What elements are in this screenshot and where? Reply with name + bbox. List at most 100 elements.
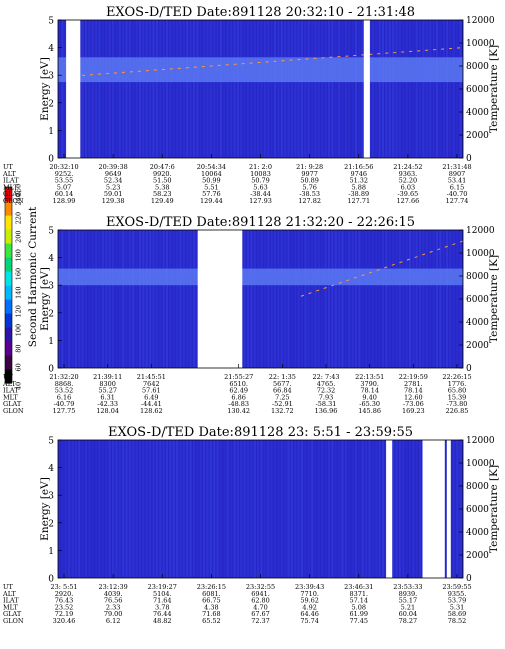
param-label: ILAT <box>3 177 19 185</box>
spectrum-column <box>304 20 307 158</box>
spectrum-column <box>452 230 455 368</box>
spectrum-column <box>405 440 408 578</box>
spectrum-column <box>128 20 131 158</box>
spectrum-column <box>294 440 297 578</box>
spectrum-column <box>152 440 155 578</box>
y2-tick-label: 6000 <box>466 295 489 305</box>
spectrum-column <box>452 440 455 578</box>
param-value: 4039. <box>104 590 123 598</box>
param-label: ALT <box>2 590 16 598</box>
param-value: 62.80 <box>251 597 270 605</box>
colorbar-cell <box>5 187 12 202</box>
spectrum-column <box>378 230 381 368</box>
spectrum-column <box>169 440 172 578</box>
spectrum-column <box>294 230 297 368</box>
spectrum-column <box>209 20 212 158</box>
spectrum-column <box>155 440 158 578</box>
spectrum-column <box>382 230 385 368</box>
y-tick-label: 0 <box>48 575 54 585</box>
y2-tick-label: 10000 <box>466 249 495 259</box>
param-value: 129.49 <box>151 197 174 205</box>
spectrum-column <box>206 20 209 158</box>
spectrum-column <box>61 230 64 368</box>
spectrum-column <box>115 20 118 158</box>
spectrum-column <box>243 20 246 158</box>
param-value: 6510. <box>229 380 248 388</box>
spectrum-column <box>243 230 246 368</box>
spectrum-column <box>425 20 428 158</box>
spectrum-column <box>415 20 418 158</box>
param-value: -40.79 <box>54 400 75 408</box>
colorbar-tick-label: 40 <box>15 382 23 390</box>
param-value: 22:19:59 <box>399 373 428 381</box>
spectrum-column <box>442 20 445 158</box>
spectrum-column <box>297 230 300 368</box>
colorbar: Second Harmonic Current 40 60 80 100 120 140 1… <box>4 184 39 390</box>
spectrum-column <box>149 230 152 368</box>
temperature-trace <box>66 47 464 78</box>
param-value: 8868. <box>55 380 74 388</box>
colorbar-tick-label: 60 <box>14 363 22 371</box>
param-value: -58.31 <box>316 400 337 408</box>
spectrum-column <box>118 440 121 578</box>
spectrum-column <box>118 20 121 158</box>
spectrum-column <box>236 20 239 158</box>
param-value: 20:39:38 <box>99 163 128 171</box>
spectrum-column <box>419 230 422 368</box>
spectrum-column <box>179 230 182 368</box>
spectrum-column <box>142 440 145 578</box>
spectrum-column <box>439 230 442 368</box>
param-label: MLT <box>3 393 18 401</box>
spectrum-column <box>280 230 283 368</box>
spectrum-column <box>378 20 381 158</box>
data-gap <box>363 20 370 158</box>
spectrum-column <box>105 230 108 368</box>
spectrum-column <box>284 230 287 368</box>
param-value: 7.93 <box>319 393 333 401</box>
spectrum-column <box>135 20 138 158</box>
param-value: 6.31 <box>100 393 114 401</box>
colorbar-tick-label: 160 <box>15 268 23 280</box>
param-value: 5.38 <box>155 183 169 191</box>
colorbar-cell <box>5 243 12 258</box>
spectrum-column <box>220 440 223 578</box>
spectrum-column <box>365 230 368 368</box>
spectrum-column <box>128 440 131 578</box>
chart-panel-3: EXOS-D/TED Date:891128 23: 5:51 - 23:59:… <box>2 425 500 625</box>
param-value: -38.89 <box>348 190 369 198</box>
spectrum-column <box>206 440 209 578</box>
spectrum-column <box>199 440 202 578</box>
spectrum-column <box>132 20 135 158</box>
param-value: 23:46:31 <box>344 583 373 591</box>
spectrum-column <box>456 20 459 158</box>
spectrum-column <box>409 20 412 158</box>
spectrum-column <box>324 20 327 158</box>
spectrum-column <box>186 230 189 368</box>
spectrum-column <box>247 230 250 368</box>
spectrum-column <box>233 440 236 578</box>
spectrum-column <box>240 20 243 158</box>
spectrum-column <box>128 230 131 368</box>
spectrum-column <box>122 440 125 578</box>
param-value: 3.78 <box>155 603 169 611</box>
y2-tick-label: 8000 <box>466 62 489 72</box>
spectrum-column <box>162 20 165 158</box>
spectrum-column <box>179 440 182 578</box>
spectrum-column <box>105 440 108 578</box>
spectrum-column <box>230 20 233 158</box>
spectrum-column <box>247 440 250 578</box>
spectrum-column <box>328 20 331 158</box>
spectrum-column <box>78 230 81 368</box>
spectrum-column <box>375 230 378 368</box>
y2-tick-label: 8000 <box>466 272 489 282</box>
param-value: 23:39:43 <box>295 583 324 591</box>
param-value: 8907 <box>449 170 466 178</box>
spectrum-column <box>71 440 74 578</box>
spectrum-column <box>361 440 364 578</box>
spectrum-column <box>287 440 290 578</box>
spectrum-column <box>257 230 260 368</box>
param-value: 129.44 <box>200 197 223 205</box>
spectrum-column <box>314 230 317 368</box>
param-label: UT <box>3 373 13 381</box>
spectrum-column <box>223 20 226 158</box>
